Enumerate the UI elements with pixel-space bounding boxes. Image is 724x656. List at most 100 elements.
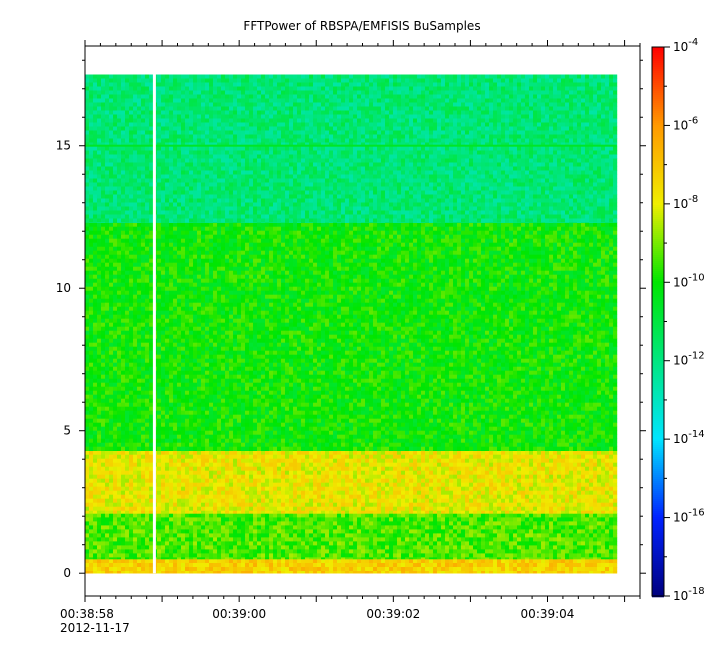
spectrogram-cell	[269, 470, 274, 475]
spectrogram-cell	[385, 571, 390, 574]
spectrogram-cell	[89, 470, 94, 475]
spectrogram-cell	[509, 563, 514, 568]
spectrogram-cell	[285, 506, 290, 511]
spectrogram-cell	[449, 450, 454, 455]
spectrogram-cell	[133, 478, 138, 483]
spectrogram-cell	[309, 498, 314, 503]
spectrogram-cell	[453, 238, 458, 243]
spectrogram-cell	[569, 549, 574, 554]
spectrogram-cell	[449, 462, 454, 467]
spectrogram-cell	[89, 553, 94, 558]
spectrogram-cell	[109, 559, 114, 564]
spectrogram-cell	[589, 498, 594, 503]
spectrogram-cell	[609, 490, 614, 495]
spectrogram-cell	[553, 230, 558, 235]
spectrogram-cell	[293, 230, 298, 235]
spectrogram-cell	[193, 494, 198, 499]
spectrogram-cell	[97, 537, 102, 542]
spectrogram-cell	[349, 458, 354, 463]
spectrogram-cell	[581, 563, 586, 568]
spectrogram-cell	[353, 486, 358, 491]
spectrogram-cell	[485, 553, 490, 558]
spectrogram-cell	[445, 486, 450, 491]
spectrogram-cell	[569, 559, 574, 564]
spectrogram-cell	[385, 521, 390, 526]
spectrogram-cell	[181, 567, 186, 572]
spectrogram-cell	[537, 567, 542, 572]
spectrogram-cell	[337, 226, 342, 231]
spectrogram-cell	[569, 458, 574, 463]
spectrogram-cell	[317, 490, 322, 495]
spectrogram-cell	[549, 559, 554, 564]
spectrogram-cell	[149, 230, 154, 235]
spectrogram-cell	[333, 470, 338, 475]
spectrogram-cell	[481, 490, 486, 495]
spectrogram-cell	[597, 234, 602, 239]
spectrogram-cell	[565, 513, 570, 518]
spectrogram-cell	[337, 559, 342, 564]
spectrogram-cell	[453, 494, 458, 499]
spectrogram-cell	[257, 513, 262, 518]
spectrogram-cell	[97, 470, 102, 475]
spectrogram-cell	[109, 494, 114, 499]
spectrogram-cell	[381, 462, 386, 467]
spectrogram-cell	[529, 238, 534, 243]
spectrogram-cell	[445, 563, 450, 568]
spectrogram-cell	[593, 490, 598, 495]
spectrogram-cell	[505, 234, 510, 239]
spectrogram-cell	[509, 466, 514, 471]
spectrogram-cell	[497, 553, 502, 558]
spectrogram-cell	[441, 513, 446, 518]
spectrogram-cell	[337, 462, 342, 467]
spectrogram-cell	[509, 510, 514, 514]
spectrogram-cell	[225, 506, 230, 511]
spectrogram-cell	[161, 510, 166, 514]
spectrogram-cell	[301, 226, 306, 231]
spectrogram-cell	[217, 494, 222, 499]
spectrogram-cell	[413, 486, 418, 491]
spectrogram-cell	[221, 478, 226, 483]
spectrogram-cell	[137, 537, 142, 542]
spectrogram-cell	[465, 490, 470, 495]
spectrogram-cell	[377, 494, 382, 499]
spectrogram-cell	[281, 242, 286, 247]
spectrogram-cell	[469, 571, 474, 574]
spectrogram-cell	[545, 506, 550, 511]
spectrogram-cell	[357, 533, 362, 538]
spectrogram-cell	[601, 222, 606, 227]
spectrogram-cell	[201, 559, 206, 564]
spectrogram-cell	[241, 502, 246, 507]
spectrogram-cell	[325, 502, 330, 507]
spectrogram-cell	[169, 563, 174, 568]
spectrogram-cell	[493, 222, 498, 227]
spectrogram-cell	[497, 559, 502, 564]
spectrogram-cell	[361, 486, 366, 491]
spectrogram-cell	[273, 510, 278, 514]
spectrogram-cell	[353, 571, 358, 574]
spectrogram-cell	[233, 513, 238, 518]
spectrogram-cell	[369, 230, 374, 235]
spectrogram-cell	[545, 502, 550, 507]
spectrogram-cell	[157, 517, 162, 522]
spectrogram-cell	[485, 222, 490, 227]
spectrogram-cell	[201, 454, 206, 459]
spectrogram-cell	[285, 541, 290, 546]
spectrogram-cell	[245, 482, 250, 487]
spectrogram-cell	[181, 553, 186, 558]
spectrogram-cell	[465, 462, 470, 467]
spectrogram-cell	[285, 478, 290, 483]
spectrogram-cell	[513, 458, 518, 463]
spectrogram-cell	[441, 502, 446, 507]
spectrogram-cell	[277, 553, 282, 558]
spectrogram-cell	[417, 470, 422, 475]
spectrogram-cell	[133, 482, 138, 487]
spectrogram-cell	[85, 482, 90, 487]
spectrogram-cell	[293, 226, 298, 231]
spectrogram-cell	[437, 498, 442, 503]
spectrogram-cell	[289, 533, 294, 538]
spectrogram-cell	[301, 490, 306, 495]
spectrogram-cell	[409, 470, 414, 475]
spectrogram-cell	[589, 521, 594, 526]
spectrogram-cell	[605, 549, 610, 554]
spectrogram-cell	[101, 502, 106, 507]
